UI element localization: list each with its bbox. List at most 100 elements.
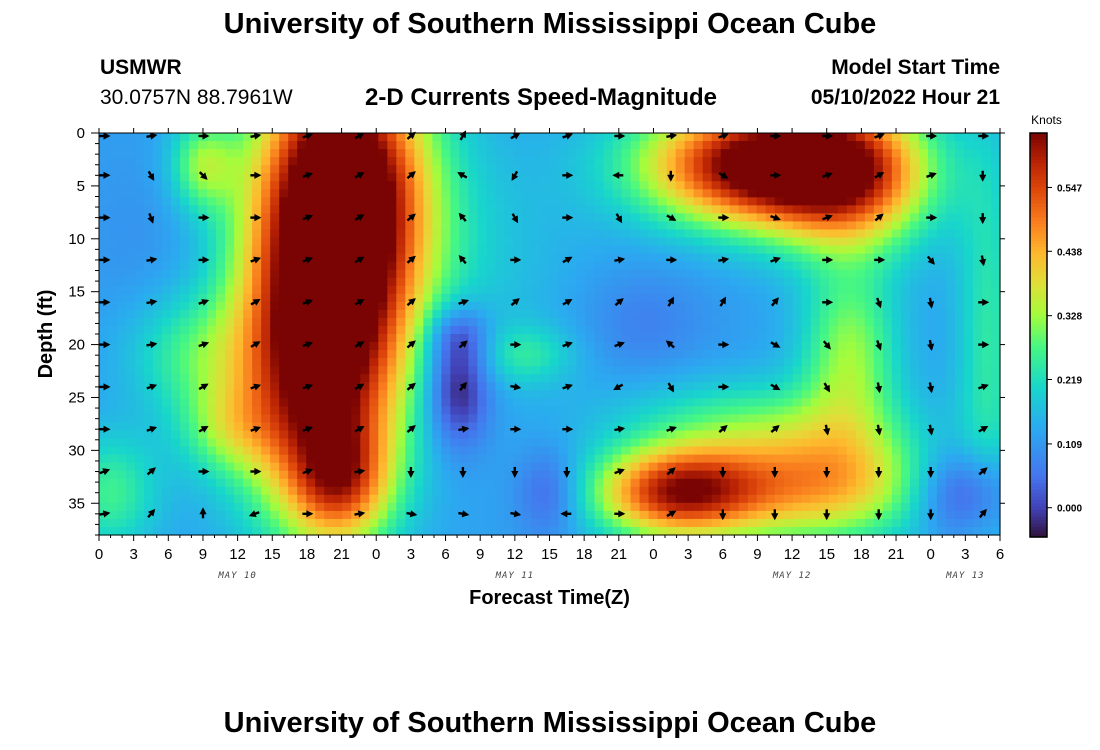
heatmap-cell: [261, 173, 271, 182]
heatmap-cell: [378, 277, 388, 287]
heatmap-cell: [486, 494, 497, 504]
heatmap: [99, 133, 1001, 536]
heatmap-cell: [990, 398, 1001, 407]
heatmap-cell: [297, 414, 307, 424]
heatmap-cell: [702, 398, 713, 407]
heatmap-cell: [657, 189, 668, 198]
heatmap-cell: [261, 398, 271, 407]
heatmap-cell: [909, 374, 920, 383]
heatmap-cell: [657, 422, 668, 432]
heatmap-cell: [540, 366, 551, 375]
heatmap-cell: [171, 285, 181, 295]
heatmap-cell: [477, 165, 488, 174]
heatmap-cell: [504, 454, 515, 464]
heatmap-cell: [720, 269, 731, 279]
heatmap-cell: [99, 325, 109, 335]
heatmap-cell: [297, 446, 307, 456]
heatmap-cell: [918, 462, 929, 472]
heatmap-cell: [270, 293, 280, 303]
heatmap-cell: [468, 406, 479, 415]
heatmap-cell: [765, 390, 776, 399]
heatmap-cell: [216, 261, 226, 271]
heatmap-cell: [972, 253, 983, 263]
heatmap-cell: [729, 526, 740, 536]
heatmap-cell: [333, 221, 343, 231]
heatmap-cell: [945, 350, 956, 359]
heatmap-cell: [531, 382, 542, 391]
heatmap-cell: [396, 213, 406, 223]
heatmap-cell: [756, 149, 767, 158]
heatmap-cell: [288, 462, 298, 472]
heatmap-cell: [252, 414, 262, 424]
heatmap-cell: [117, 398, 127, 407]
heatmap-cell: [315, 197, 325, 206]
heatmap-cell: [540, 342, 551, 351]
heatmap-cell: [495, 165, 506, 174]
heatmap-cell: [585, 165, 596, 174]
heatmap-cell: [171, 181, 181, 190]
heatmap-cell: [423, 374, 433, 383]
heatmap-cell: [549, 293, 560, 303]
heatmap-cell: [378, 189, 388, 198]
heatmap-cell: [756, 285, 767, 295]
heatmap-cell: [396, 141, 406, 150]
heatmap-cell: [369, 526, 379, 536]
heatmap-cell: [837, 165, 848, 174]
heatmap-cell: [711, 374, 722, 383]
heatmap-cell: [783, 502, 794, 512]
heatmap-cell: [828, 406, 839, 415]
heatmap-cell: [855, 181, 866, 190]
heatmap-cell: [900, 334, 911, 343]
heatmap-cell: [963, 398, 974, 407]
heatmap-cell: [468, 382, 479, 391]
heatmap-cell: [135, 221, 145, 231]
heatmap-cell: [162, 229, 172, 239]
heatmap-cell: [144, 197, 154, 206]
heatmap-cell: [639, 253, 650, 263]
heatmap-cell: [270, 325, 280, 335]
heatmap-cell: [153, 438, 163, 448]
heatmap-cell: [297, 438, 307, 448]
heatmap-cell: [180, 205, 190, 214]
heatmap-cell: [549, 237, 560, 247]
heatmap-cell: [324, 518, 334, 528]
heatmap-cell: [693, 422, 704, 432]
heatmap-cell: [414, 390, 424, 399]
heatmap-cell: [621, 261, 632, 271]
heatmap-cell: [900, 518, 911, 528]
heatmap-cell: [324, 366, 334, 375]
heatmap-cell: [459, 334, 470, 343]
heatmap-cell: [432, 350, 442, 359]
heatmap-cell: [414, 382, 424, 391]
heatmap-cell: [990, 342, 1001, 351]
heatmap-cell: [918, 277, 929, 287]
heatmap-cell: [198, 165, 208, 174]
heatmap-cell: [504, 438, 515, 448]
heatmap-cell: [864, 510, 875, 520]
heatmap-cell: [504, 229, 515, 239]
heatmap-cell: [504, 446, 515, 456]
heatmap-cell: [621, 430, 632, 440]
heatmap-cell: [873, 149, 884, 158]
heatmap-cell: [486, 358, 497, 367]
heatmap-cell: [243, 197, 253, 206]
heatmap-cell: [216, 149, 226, 158]
heatmap-cell: [126, 430, 136, 440]
heatmap-cell: [351, 149, 361, 158]
heatmap-cell: [864, 325, 875, 335]
heatmap-cell: [549, 414, 560, 424]
heatmap-cell: [468, 342, 479, 351]
heatmap-cell: [333, 342, 343, 351]
heatmap-cell: [765, 518, 776, 528]
heatmap-cell: [468, 261, 479, 271]
heatmap-cell: [684, 301, 695, 311]
heatmap-cell: [954, 261, 965, 271]
heatmap-cell: [891, 502, 902, 512]
heatmap-cell: [855, 342, 866, 351]
heatmap-cell: [297, 141, 307, 150]
heatmap-cell: [396, 414, 406, 424]
heatmap-cell: [801, 149, 812, 158]
heatmap-cell: [810, 285, 821, 295]
heatmap-cell: [531, 133, 542, 142]
heatmap-cell: [837, 430, 848, 440]
